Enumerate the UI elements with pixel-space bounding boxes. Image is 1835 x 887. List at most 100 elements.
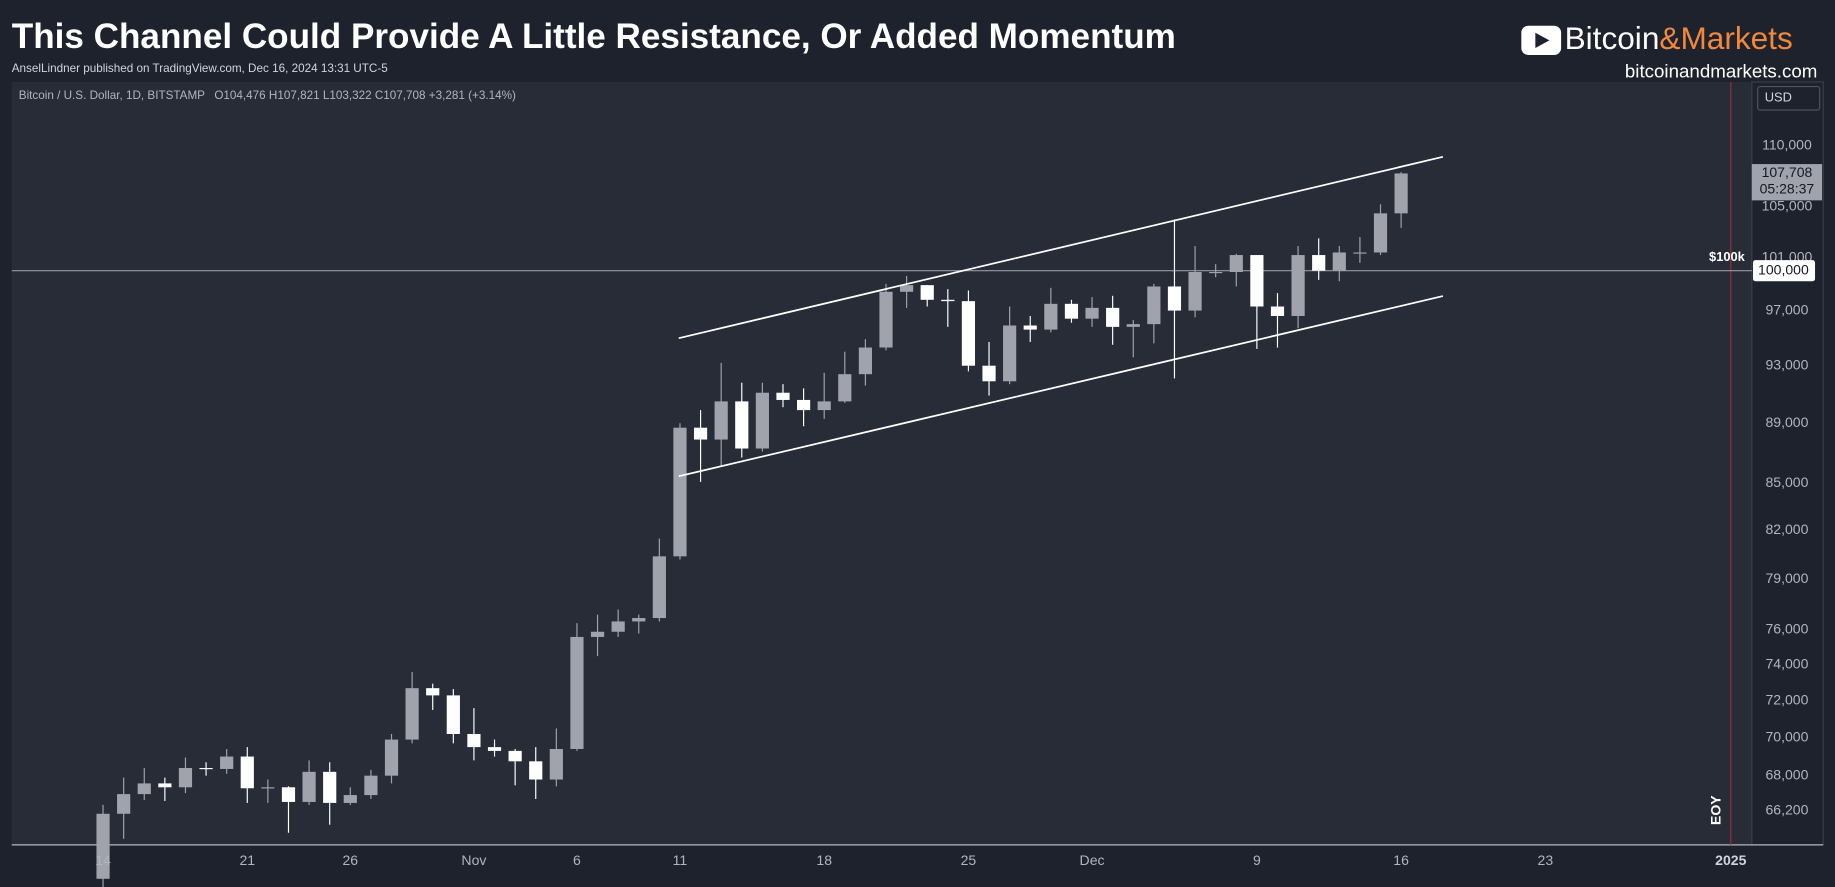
- candle-body: [281, 787, 296, 802]
- candle-body: [1353, 252, 1367, 254]
- marks: [11, 172, 1752, 887]
- y-tick-label: 66,200: [1765, 802, 1808, 818]
- candle-body: [961, 301, 976, 366]
- candle-body: [405, 688, 419, 740]
- candle-body: [302, 771, 316, 802]
- x-tick-label: 2025: [1715, 852, 1746, 868]
- level-axis-label: 100,000: [1758, 261, 1809, 277]
- candle-body: [776, 392, 790, 400]
- last-price-box: [1751, 164, 1823, 201]
- y-tick-label: 89,000: [1765, 414, 1808, 430]
- candle-body: [1106, 307, 1120, 327]
- y-tick-label: 97,000: [1765, 301, 1808, 317]
- logo-text: Bitcoin&Markets: [1565, 20, 1793, 56]
- candle-body: [1312, 255, 1326, 271]
- y-tick-label: 82,000: [1765, 521, 1808, 537]
- candle-body: [508, 750, 522, 762]
- candle-body: [549, 748, 563, 780]
- y-tick-label: 93,000: [1765, 356, 1808, 372]
- candle-body: [817, 401, 831, 411]
- x-tick-label: 18: [816, 852, 832, 868]
- level-label: $100k: [1709, 249, 1746, 264]
- candle-body: [96, 813, 110, 879]
- candle-body: [261, 787, 275, 789]
- price-axis: [1751, 81, 1824, 846]
- y-tick-label: 74,000: [1765, 656, 1808, 672]
- candle-body: [590, 631, 605, 637]
- candle-body: [240, 756, 254, 789]
- candle-body: [426, 688, 440, 696]
- candle-body: [1270, 306, 1285, 316]
- y-tick-label: 105,000: [1762, 197, 1813, 213]
- candle-body: [900, 285, 914, 292]
- symbol: Bitcoin / U.S. Dollar, 1D, BITSTAMP: [19, 89, 205, 102]
- x-tick-label: Nov: [461, 852, 486, 868]
- candle-body: [137, 783, 151, 795]
- candle-body: [384, 739, 399, 776]
- candle-body: [1373, 213, 1388, 253]
- candle-body: [714, 401, 728, 440]
- logo-url: bitcoinandmarkets.com: [1625, 60, 1817, 81]
- candle-body: [858, 347, 872, 375]
- candle-body: [158, 783, 172, 788]
- candle-body: [364, 775, 378, 796]
- candle-body: [570, 636, 584, 749]
- candle-body: [735, 401, 749, 449]
- x-tick-label: 14: [95, 852, 111, 868]
- candle-body: [1394, 173, 1408, 214]
- candle-body: [199, 767, 213, 770]
- candle-body: [920, 285, 934, 300]
- candle-body: [1023, 325, 1037, 330]
- currency-box: [1757, 86, 1821, 111]
- candle-body: [446, 695, 460, 734]
- x-tick-label: 23: [1538, 852, 1554, 868]
- x-tick-label: 25: [961, 852, 977, 868]
- x-tick-label: 6: [573, 852, 581, 868]
- x-tick-label: 16: [1393, 852, 1409, 868]
- candle-body: [1209, 271, 1223, 274]
- logo-first: Bitcoin: [1565, 20, 1660, 56]
- candle-body: [1332, 252, 1346, 271]
- channel-upper: [678, 155, 1444, 340]
- plot-pane: [11, 81, 1752, 845]
- candle-body: [487, 747, 502, 751]
- y-tick-label: 68,000: [1765, 766, 1808, 782]
- candle-body: [117, 794, 131, 814]
- x-tick-label: 11: [673, 852, 688, 868]
- candle-body: [1167, 286, 1182, 311]
- candle-body: [941, 299, 955, 302]
- candle-body: [755, 392, 769, 449]
- y-tick-label: 72,000: [1765, 692, 1808, 708]
- x-tick-label: 26: [342, 852, 358, 868]
- candle-body: [673, 427, 687, 557]
- x-tick-label: 9: [1253, 852, 1261, 868]
- chart-title: This Channel Could Provide A Little Resi…: [12, 17, 1176, 56]
- candle-body: [529, 761, 543, 780]
- candle-body: [1064, 303, 1079, 319]
- x-tick-label: 21: [239, 852, 255, 868]
- candle-body: [343, 795, 357, 803]
- candle-body: [467, 733, 481, 748]
- candle-body: [1085, 307, 1099, 319]
- candle-body: [632, 618, 646, 622]
- subtitle: AnselLindner published on TradingView.co…: [12, 62, 388, 75]
- y-tick-label: 79,000: [1765, 570, 1808, 586]
- candle-body: [1147, 286, 1161, 325]
- candle-body: [1291, 255, 1305, 316]
- candle-body: [1003, 325, 1017, 382]
- logo-play: [1535, 32, 1550, 48]
- candle-body: [178, 767, 193, 788]
- ohlc: O104,476 H107,821 L103,322 C107,708 +3,2…: [214, 89, 516, 102]
- candle-body: [1126, 324, 1140, 327]
- logo-second: &Markets: [1659, 20, 1792, 56]
- currency: USD: [1765, 90, 1792, 105]
- y-tick-label: 110,000: [1762, 137, 1812, 153]
- candle-body: [1229, 255, 1243, 272]
- y-tick-label: 70,000: [1765, 728, 1808, 744]
- channel-lower: [678, 295, 1444, 478]
- level-axis-box: [1753, 260, 1816, 282]
- candle-body: [1250, 255, 1264, 307]
- x-tick-label: Dec: [1080, 852, 1105, 868]
